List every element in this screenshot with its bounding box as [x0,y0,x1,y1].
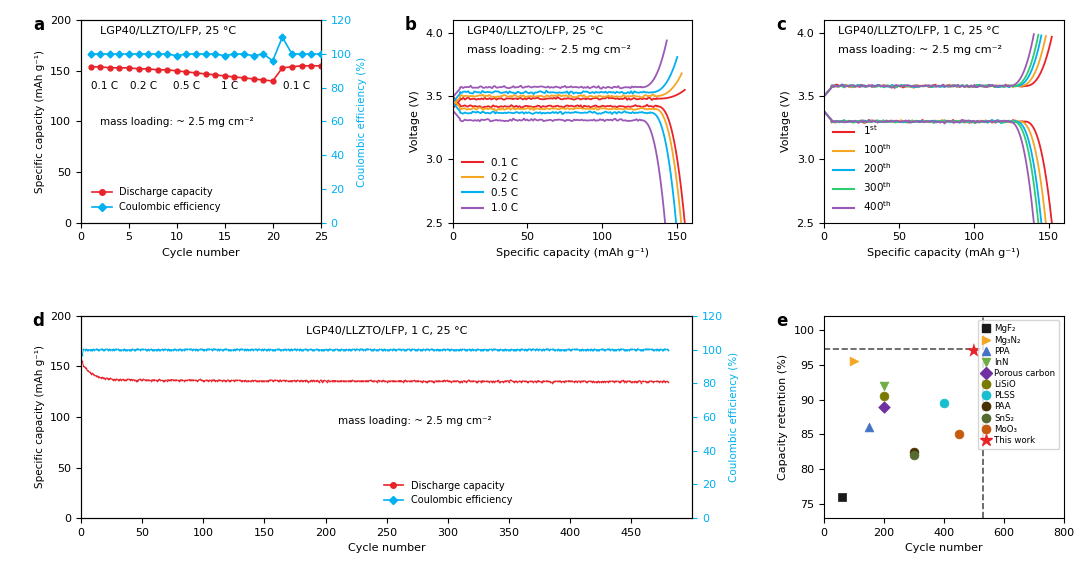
Point [876,391,893,401]
X-axis label: Specific capacity (mAh g⁻¹): Specific capacity (mAh g⁻¹) [496,248,649,258]
Point [834,493,851,502]
Text: LGP40/LLZTO/LFP, 1 C, 25 °C: LGP40/LLZTO/LFP, 1 C, 25 °C [306,326,468,336]
Point [905,447,922,456]
Point [876,381,893,390]
Y-axis label: Specific capacity (mAh g⁻¹): Specific capacity (mAh g⁻¹) [35,346,44,489]
Text: e: e [777,312,787,330]
Text: LGP40/LLZTO/LFP, 25 °C: LGP40/LLZTO/LFP, 25 °C [467,26,603,36]
Y-axis label: Specific capacity (mAh g⁻¹): Specific capacity (mAh g⁻¹) [35,50,44,193]
Point [905,451,922,460]
Legend: MgF₂, Mg₃N₂, PPA, InN, Porous carbon, LiSiO, PLSS, PAA, SnS₂, MoO₃, This work: MgF₂, Mg₃N₂, PPA, InN, Porous carbon, Li… [977,320,1059,449]
Y-axis label: Capacity retention (%): Capacity retention (%) [778,354,787,480]
Point [950,430,968,439]
X-axis label: Cycle number: Cycle number [348,544,426,554]
X-axis label: Specific capacity (mAh g⁻¹): Specific capacity (mAh g⁻¹) [867,248,1021,258]
Legend: 0.1 C, 0.2 C, 0.5 C, 1.0 C: 0.1 C, 0.2 C, 0.5 C, 1.0 C [458,153,523,218]
Text: b: b [405,16,417,34]
Point [935,398,953,408]
Point [846,357,863,366]
Legend: 1$^{\rm st}$, 100$^{\rm th}$, 200$^{\rm th}$, 300$^{\rm th}$, 400$^{\rm th}$: 1$^{\rm st}$, 100$^{\rm th}$, 200$^{\rm … [829,119,895,218]
Legend: Discharge capacity, Coulombic efficiency: Discharge capacity, Coulombic efficiency [89,183,225,216]
Y-axis label: Coulombic efficiency (%): Coulombic efficiency (%) [729,352,739,482]
Text: 0.1 C: 0.1 C [283,81,310,91]
Text: mass loading: ~ 2.5 mg cm⁻²: mass loading: ~ 2.5 mg cm⁻² [338,416,491,426]
X-axis label: Cycle number: Cycle number [905,544,983,554]
Text: mass loading: ~ 2.5 mg cm⁻²: mass loading: ~ 2.5 mg cm⁻² [838,45,1002,54]
Point [966,346,983,356]
Text: 0.5 C: 0.5 C [173,81,200,91]
Text: c: c [777,16,786,34]
Y-axis label: Voltage (V): Voltage (V) [409,90,419,152]
Text: mass loading: ~ 2.5 mg cm⁻²: mass loading: ~ 2.5 mg cm⁻² [100,118,254,127]
Text: 1 C: 1 C [221,81,239,91]
Text: LGP40/LLZTO/LFP, 25 °C: LGP40/LLZTO/LFP, 25 °C [100,26,237,36]
Point [876,402,893,411]
Text: 0.1 C: 0.1 C [92,81,119,91]
Text: 0.2 C: 0.2 C [130,81,157,91]
Legend: Discharge capacity, Coulombic efficiency: Discharge capacity, Coulombic efficiency [380,477,516,510]
Y-axis label: Coulombic efficiency (%): Coulombic efficiency (%) [357,56,367,186]
X-axis label: Cycle number: Cycle number [162,248,240,258]
Text: d: d [32,312,44,330]
Point [861,423,878,432]
Text: mass loading: ~ 2.5 mg cm⁻²: mass loading: ~ 2.5 mg cm⁻² [467,45,631,54]
Text: LGP40/LLZTO/LFP, 1 C, 25 °C: LGP40/LLZTO/LFP, 1 C, 25 °C [838,26,1000,36]
Text: a: a [33,16,44,34]
Y-axis label: Voltage (V): Voltage (V) [781,90,791,152]
